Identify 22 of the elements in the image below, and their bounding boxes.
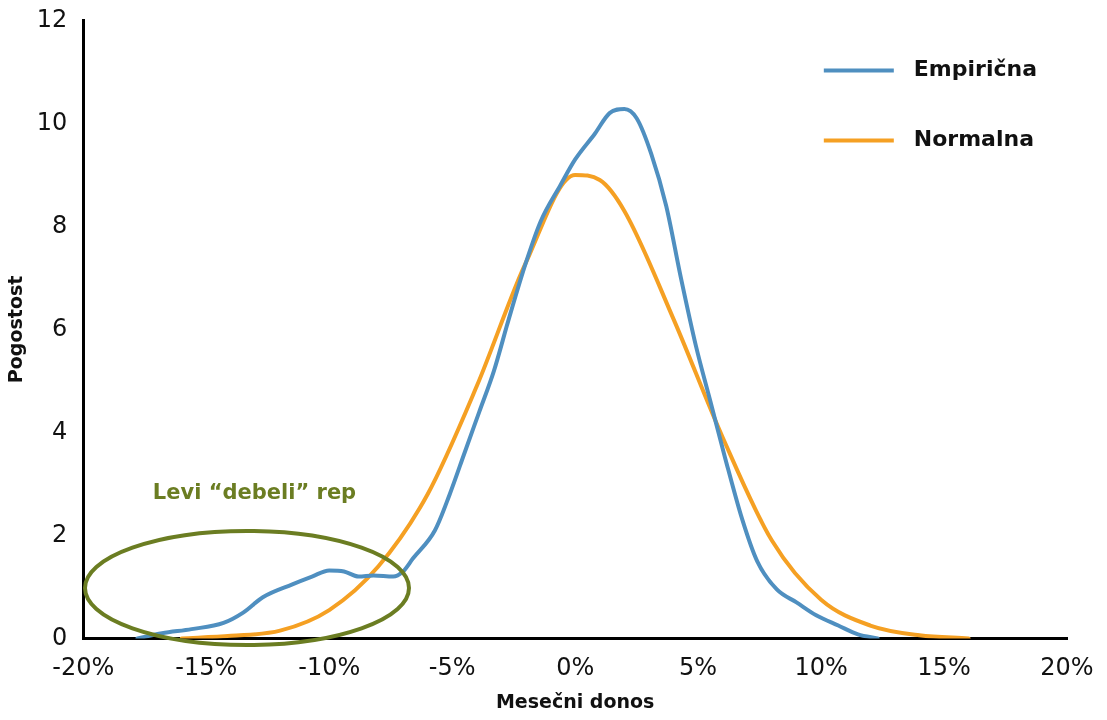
line-series bbox=[135, 106, 880, 639]
y-tick-label: 10 bbox=[36, 107, 68, 136]
x-tick-label: -15% bbox=[175, 653, 238, 682]
x-tick-label: 20% bbox=[1040, 653, 1094, 682]
x-tick-label: 0% bbox=[556, 653, 595, 682]
y-tick-label: 2 bbox=[52, 519, 68, 548]
y-tick-label: 12 bbox=[36, 4, 68, 33]
annotation: Levi “debeli” rep bbox=[152, 479, 357, 504]
y-tick-label: 6 bbox=[52, 313, 68, 342]
y-tick-label: 4 bbox=[52, 416, 68, 445]
x-axis-title: Mesečni donos bbox=[495, 689, 655, 712]
x-tick-label: 5% bbox=[679, 653, 718, 682]
legend-label: Empirična bbox=[913, 56, 1038, 82]
x-tick-label: 10% bbox=[794, 653, 848, 682]
y-axis-title: Pogostost bbox=[4, 275, 27, 384]
legend-label: Normalna bbox=[913, 126, 1035, 152]
y-tick-label: 0 bbox=[52, 622, 68, 651]
x-tick-label: -20% bbox=[52, 653, 115, 682]
y-tick-label: 8 bbox=[52, 210, 68, 239]
x-tick-label: -5% bbox=[428, 653, 476, 682]
x-tick-label: -10% bbox=[298, 653, 361, 682]
x-tick-label: 15% bbox=[917, 653, 971, 682]
